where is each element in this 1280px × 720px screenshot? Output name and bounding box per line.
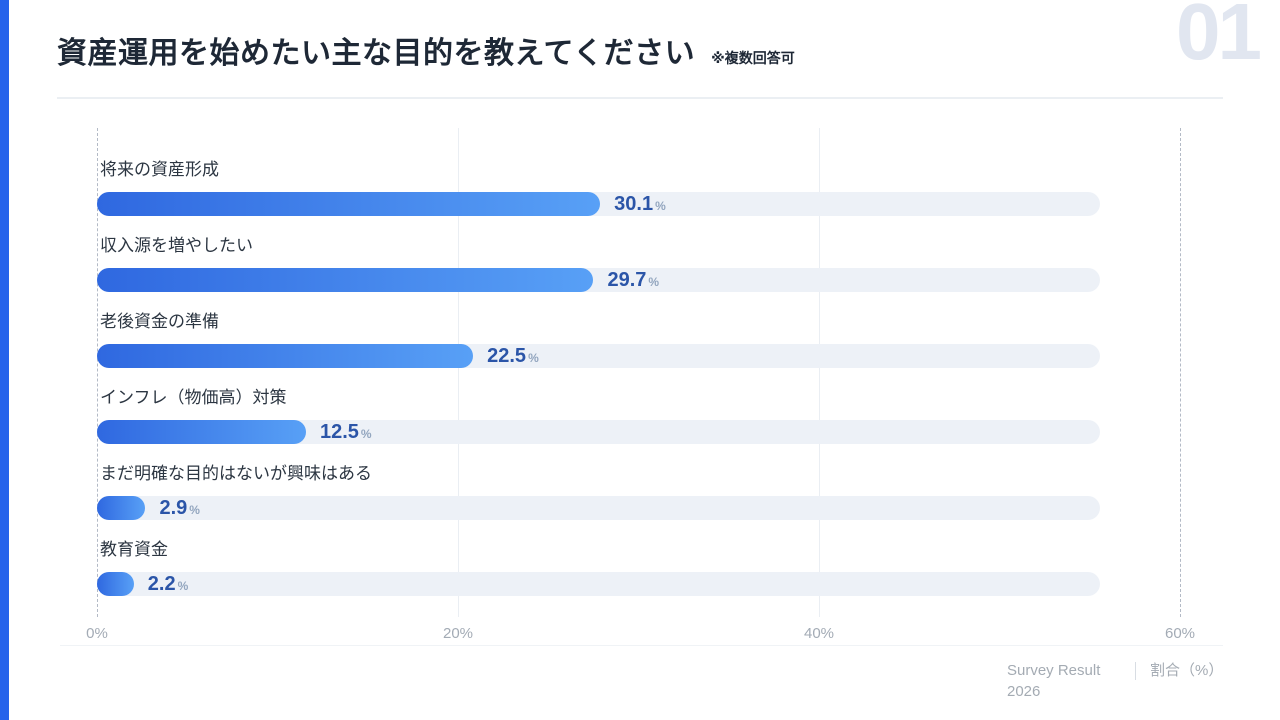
slide-header: 資産運用を始めたい主な目的を教えてください ※複数回答可 01: [57, 0, 1262, 72]
bar-value: 22.5%: [487, 346, 539, 366]
bar-fill: [97, 268, 594, 292]
category-label: 教育資金: [100, 540, 168, 559]
bar-value: 29.7%: [607, 270, 659, 290]
x-tick-label-60%: 60%: [1164, 625, 1196, 642]
bar-value-number: 2.2: [147, 573, 176, 595]
table-row: インフレ（物価高）対策 12.5%: [97, 386, 1180, 462]
bar-value-unit: %: [648, 275, 660, 289]
bottom-divider: [60, 645, 1223, 646]
table-row: 収入源を増やしたい 29.7%: [97, 234, 1180, 310]
table-row: 老後資金の準備 22.5%: [97, 310, 1180, 386]
table-row: 将来の資産形成 30.1%: [97, 158, 1180, 234]
page-number: 01: [1176, 0, 1262, 76]
category-label: 老後資金の準備: [100, 312, 219, 331]
category-label: 将来の資産形成: [100, 160, 219, 179]
category-label: 収入源を増やしたい: [100, 236, 253, 255]
bar-value-number: 12.5: [319, 421, 359, 443]
chart-rows: 将来の資産形成 30.1% 収入源を増やしたい 29.7% 老後資金の準備 22.5% イン…: [97, 158, 1180, 614]
bar-value: 2.2%: [148, 574, 188, 594]
bar-fill: [97, 420, 306, 444]
category-label: インフレ（物価高）対策: [100, 388, 287, 407]
slide-footer: Survey Result 2026 割合（%）: [1007, 660, 1223, 702]
axis-unit-label: 割合（%）: [1150, 662, 1224, 679]
bar-value: 12.5%: [320, 422, 372, 442]
bar-value: 2.9%: [159, 498, 199, 518]
table-row: まだ明確な目的はないが興味はある 2.9%: [97, 462, 1180, 538]
bar-track: 2.9%: [97, 496, 1100, 520]
bar-track: 2.2%: [97, 572, 1100, 596]
category-label: まだ明確な目的はないが興味はある: [100, 464, 372, 483]
source-label: Survey Result 2026: [1007, 660, 1135, 702]
source-line2: 2026: [1007, 683, 1041, 700]
bar-value: 30.1%: [614, 194, 666, 214]
gridline-20%: [458, 128, 459, 617]
bar-fill: [97, 344, 474, 368]
gridline-60%: [1180, 128, 1181, 617]
bar-value-unit: %: [360, 427, 372, 441]
bar-value-unit: %: [189, 503, 200, 517]
page-title: 資産運用を始めたい主な目的を教えてください: [57, 37, 696, 70]
x-tick-label-20%: 20%: [442, 625, 474, 642]
bar-value-number: 30.1: [614, 193, 654, 215]
x-tick-label-40%: 40%: [803, 625, 835, 642]
bar-track: 30.1%: [97, 192, 1100, 216]
bar-chart: 将来の資産形成 30.1% 収入源を増やしたい 29.7% 老後資金の準備 22.5% イン…: [86, 128, 1195, 648]
bar-fill: [97, 192, 601, 216]
bar-track: 29.7%: [97, 268, 1100, 292]
footer-divider: [1135, 662, 1136, 680]
bar-fill: [97, 496, 146, 520]
bar-value-number: 29.7: [607, 269, 647, 291]
bar-value-number: 2.9: [159, 497, 188, 519]
title-divider: [57, 97, 1223, 99]
title-note: ※複数回答可: [711, 50, 795, 66]
source-line1: Survey Result: [1007, 662, 1101, 679]
bar-track: 12.5%: [97, 420, 1100, 444]
x-tick-label-0%: 0%: [86, 625, 108, 642]
bar-track: 22.5%: [97, 344, 1100, 368]
gridline-0%: [97, 128, 98, 617]
bar-value-unit: %: [177, 579, 189, 593]
table-row: 教育資金 2.2%: [97, 538, 1180, 614]
bar-value-unit: %: [655, 199, 666, 213]
title-row: 資産運用を始めたい主な目的を教えてください ※複数回答可: [57, 36, 1223, 72]
bar-fill: [97, 572, 134, 596]
gridline-40%: [819, 128, 820, 617]
bar-value-unit: %: [528, 351, 539, 365]
bar-value-number: 22.5: [487, 345, 527, 367]
left-accent-bar: [0, 0, 9, 720]
